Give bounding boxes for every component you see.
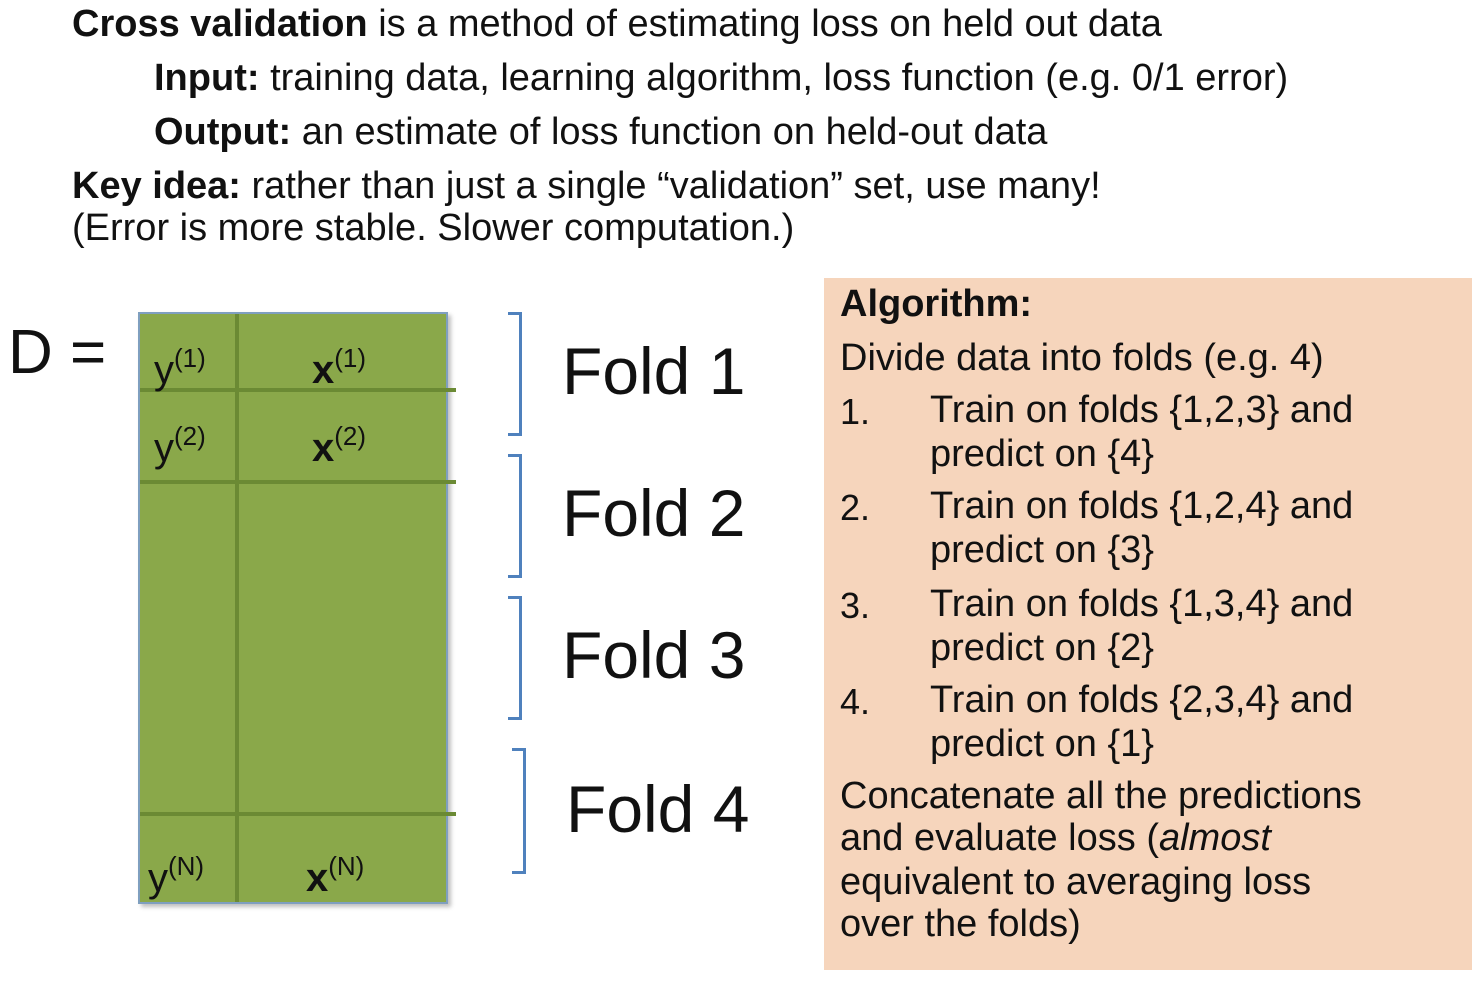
step-4-line-2: predict on {1} xyxy=(930,723,1154,765)
fold-4-label: Fold 4 xyxy=(566,772,750,846)
intro-line-1: Cross validation is a method of estimati… xyxy=(72,2,1162,46)
output-label: Output: xyxy=(154,111,292,153)
output-line: Output: an estimate of loss function on … xyxy=(154,110,1047,154)
step-4-number: 4. xyxy=(840,681,871,722)
note-line: (Error is more stable. Slower computatio… xyxy=(72,207,795,249)
x-cell-n: x(N) xyxy=(306,851,365,900)
key-idea-text: rather than just a single “validation” s… xyxy=(240,165,1101,207)
step-2-number: 2. xyxy=(840,487,871,528)
row-divider xyxy=(140,812,456,816)
output-text: an estimate of loss function on held-out… xyxy=(291,111,1048,153)
input-label: Input: xyxy=(154,57,260,99)
fold-3-bracket xyxy=(508,596,522,720)
fold-1-bracket xyxy=(508,312,522,436)
y-cell-1: y(1) xyxy=(154,343,206,392)
cv-definition: is a method of estimating loss on held o… xyxy=(367,3,1162,45)
algorithm-title: Algorithm: xyxy=(840,283,1033,325)
data-matrix: y(1) x(1) y(2) x(2) y(N) x(N) xyxy=(138,312,456,904)
step-4-line-1: Train on folds {2,3,4} and xyxy=(930,679,1354,721)
step-3-line-2: predict on {2} xyxy=(930,627,1154,669)
dataset-symbol: D = xyxy=(8,318,107,387)
conclusion-line-1: Concatenate all the predictions xyxy=(840,775,1362,817)
step-2-line-1: Train on folds {1,2,4} and xyxy=(930,485,1354,527)
fold-2-label: Fold 2 xyxy=(562,476,746,550)
conclusion-line-2: and evaluate loss (almost xyxy=(840,817,1271,859)
step-3-line-1: Train on folds {1,3,4} and xyxy=(930,583,1354,625)
column-divider xyxy=(235,314,239,902)
fold-2-bracket xyxy=(508,454,522,578)
key-idea-label: Key idea: xyxy=(72,165,241,207)
conclusion-line-4: over the folds) xyxy=(840,903,1081,945)
algorithm-intro: Divide data into folds (e.g. 4) xyxy=(840,337,1324,379)
x-cell-1: x(1) xyxy=(312,343,367,392)
input-text: training data, learning algorithm, loss … xyxy=(259,57,1289,99)
input-line: Input: training data, learning algorithm… xyxy=(154,56,1288,100)
step-2-line-2: predict on {3} xyxy=(930,529,1154,571)
fold-1-label: Fold 1 xyxy=(562,334,746,408)
row-divider xyxy=(140,388,456,392)
y-cell-2: y(2) xyxy=(154,421,206,470)
x-cell-2: x(2) xyxy=(312,421,367,470)
almost-emphasis: almost xyxy=(1158,817,1271,859)
fold-4-bracket xyxy=(512,748,526,874)
cv-term: Cross validation xyxy=(72,3,368,45)
y-cell-n: y(N) xyxy=(148,851,205,900)
step-1-line-2: predict on {4} xyxy=(930,433,1154,475)
fold-3-label: Fold 3 xyxy=(562,618,746,692)
step-1-line-1: Train on folds {1,2,3} and xyxy=(930,389,1354,431)
step-1-number: 1. xyxy=(840,391,871,432)
row-divider xyxy=(140,480,456,484)
algorithm-box: Algorithm: Divide data into folds (e.g. … xyxy=(824,278,1472,970)
step-3-number: 3. xyxy=(840,585,871,626)
key-idea-line: Key idea: rather than just a single “val… xyxy=(72,164,1101,208)
conclusion-line-3: equivalent to averaging loss xyxy=(840,861,1312,903)
